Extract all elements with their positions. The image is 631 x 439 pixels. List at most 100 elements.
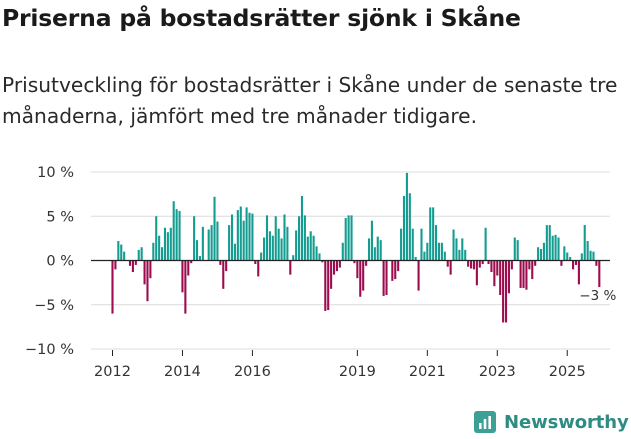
bar: [423, 251, 426, 261]
bar: [365, 260, 368, 266]
x-tick-label: 2023: [479, 364, 516, 380]
bar: [504, 260, 508, 323]
bar: [435, 225, 438, 261]
bar: [277, 228, 280, 261]
bar: [233, 243, 236, 261]
x-tick-label: 2014: [164, 364, 201, 380]
y-tick-label: 0 %: [46, 254, 74, 270]
bar: [263, 237, 266, 261]
bar: [181, 260, 184, 293]
bar: [251, 213, 254, 261]
bar: [271, 235, 274, 261]
bar: [414, 256, 417, 261]
newsworthy-logo-text: Newsworthy: [504, 411, 629, 433]
bar: [350, 215, 353, 261]
bar: [187, 260, 190, 276]
newsworthy-logo-icon: [474, 411, 496, 433]
bar: [510, 260, 513, 270]
bar: [376, 236, 379, 261]
chart-subtitle: Prisutveckling för bostadsrätter i Skåne…: [2, 73, 618, 128]
bar: [411, 228, 414, 261]
bar: [140, 247, 143, 261]
bar: [353, 260, 356, 264]
bar: [569, 256, 572, 261]
bar: [461, 238, 464, 261]
bar: [437, 242, 441, 261]
bar: [539, 249, 543, 261]
bar: [137, 249, 140, 261]
bar: [470, 260, 473, 269]
newsworthy-logo: Newsworthy: [474, 408, 629, 436]
bar: [111, 260, 114, 314]
bar: [458, 249, 461, 261]
x-tick-label: 2025: [549, 364, 586, 380]
bar: [370, 220, 373, 261]
bar: [487, 260, 490, 265]
bar: [254, 260, 257, 265]
bar: [166, 232, 169, 261]
bar: [519, 260, 522, 288]
bar: [408, 193, 411, 261]
bar: [551, 235, 554, 261]
bar: [146, 260, 149, 302]
bar: [548, 225, 551, 261]
bar: [152, 242, 155, 261]
bar: [245, 207, 248, 261]
annotations: −3 %: [579, 288, 616, 304]
bar: [484, 227, 487, 261]
bar: [394, 260, 397, 280]
bar: [230, 214, 234, 261]
bar: [464, 249, 467, 261]
bar: [330, 260, 333, 289]
bar: [472, 260, 476, 270]
bar: [467, 260, 470, 267]
bar: [572, 260, 575, 270]
bar: [303, 215, 306, 261]
bar: [292, 255, 295, 261]
bar: [507, 260, 510, 294]
bar: [155, 216, 158, 261]
bar: [574, 260, 578, 265]
bar: [201, 226, 204, 261]
bar: [417, 260, 420, 291]
bar: [149, 260, 152, 279]
x-tick-label: 2012: [94, 364, 131, 380]
bar: [210, 225, 213, 261]
bar: [455, 238, 458, 261]
bar: [545, 225, 548, 261]
bar: [248, 212, 251, 261]
y-tick-label: 10 %: [37, 165, 74, 181]
bar: [312, 235, 315, 261]
bar: [443, 251, 446, 261]
bar: [528, 260, 531, 270]
bar: [318, 253, 321, 261]
bar: [239, 206, 242, 261]
bar: [580, 253, 583, 261]
bar: [426, 242, 429, 261]
bar: [499, 260, 502, 296]
bar: [583, 225, 586, 261]
bar: [315, 246, 318, 261]
bar: [332, 260, 336, 275]
bar: [563, 246, 566, 261]
bar: [219, 260, 222, 265]
bar: [260, 252, 263, 261]
bars: [111, 172, 601, 323]
bar: [592, 251, 595, 261]
bar: [557, 237, 560, 261]
bar: [586, 241, 589, 261]
bar: [440, 242, 443, 261]
y-axis-ticks: 10 % 5 % 0 % −5 % −10 %: [25, 165, 74, 358]
x-axis: 2012 2014 2016 2019 2021 2023 2025: [91, 259, 610, 380]
bar: [286, 226, 289, 261]
x-tick-label: 2016: [234, 364, 271, 380]
bar: [236, 210, 239, 261]
bar: [257, 260, 260, 277]
bar: [289, 260, 292, 275]
bar: [128, 260, 132, 266]
bar: [228, 225, 231, 261]
bar: [449, 260, 452, 275]
bar: [169, 227, 172, 261]
bar: [490, 260, 493, 272]
bar: [534, 260, 537, 266]
